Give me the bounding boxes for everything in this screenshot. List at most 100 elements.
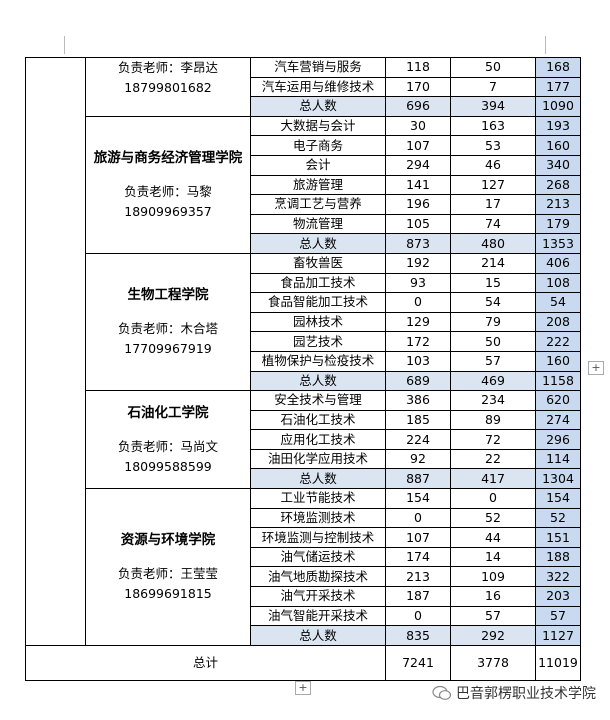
major-name: 安全技术与管理: [250, 390, 386, 411]
teacher: 负责老师：马尚文: [117, 438, 218, 454]
subtotal-label: 总人数: [250, 96, 386, 117]
count: 406: [535, 252, 581, 274]
count: 16: [450, 586, 536, 607]
count: 620: [535, 390, 581, 411]
count: 127: [450, 174, 536, 196]
subtotal-row: 总人数 835 292 1127: [26, 625, 581, 646]
blank-cell: [25, 57, 86, 646]
count: 213: [385, 566, 451, 588]
subtotal-count: 480: [450, 233, 536, 254]
count: 105: [385, 213, 451, 235]
count: 192: [385, 252, 451, 274]
subtotal-label: 总人数: [250, 370, 386, 392]
count: 72: [450, 429, 536, 450]
major-name: 物流管理: [250, 213, 386, 235]
count: 114: [535, 448, 581, 470]
major-row: 负责老师：李昂达 18799801682 汽车营销与服务 118 50 168: [25, 57, 581, 646]
count: 22: [450, 448, 536, 470]
count: 52: [535, 507, 581, 529]
subtotal-label: 总人数: [250, 468, 386, 490]
count: 193: [535, 115, 581, 137]
subtotal-count: 835: [385, 625, 451, 646]
subtotal-count: 696: [385, 96, 451, 117]
count: 208: [535, 311, 581, 333]
count: 93: [385, 272, 451, 294]
subtotal-count: 1127: [535, 625, 581, 646]
major-row: 植物保护与检疫技术 103 57 160: [26, 350, 581, 372]
count: 203: [535, 586, 581, 607]
major-row: 旅游管理 141 127 268: [26, 174, 581, 196]
count: 214: [450, 252, 536, 274]
major-name: 汽车运用与维修技术: [250, 76, 386, 98]
total-count: 3778: [450, 644, 536, 681]
teacher: 负责老师：王莹莹: [117, 565, 218, 581]
major-name: 食品加工技术: [250, 272, 386, 294]
college-name: 旅游与商务经济管理学院: [93, 149, 243, 166]
count: 172: [385, 331, 451, 352]
subtotal-row: 总人数 696 394 1090: [26, 96, 581, 117]
margin-mark: [545, 36, 546, 54]
count: 103: [385, 350, 451, 372]
count: 30: [385, 115, 451, 137]
count: 79: [450, 311, 536, 333]
major-name: 大数据与会计: [250, 115, 386, 137]
add-column-button[interactable]: +: [588, 361, 604, 375]
major-name: 旅游管理: [250, 174, 386, 196]
major-row: 石油化工技术 185 89 274: [26, 409, 581, 431]
count: 54: [450, 292, 536, 313]
count: 196: [385, 194, 451, 215]
major-name: 园艺技术: [250, 331, 386, 352]
count: 52: [450, 507, 536, 529]
subtotal-label: 总人数: [250, 233, 386, 254]
count: 177: [535, 76, 581, 98]
count: 187: [385, 586, 451, 607]
count: 89: [450, 409, 536, 431]
subtotal-row: 总人数 689 469 1158: [26, 370, 581, 392]
major-name: 食品智能加工技术: [250, 292, 386, 313]
count: 14: [450, 546, 536, 568]
count: 0: [385, 605, 451, 627]
count: 50: [450, 331, 536, 352]
major-row: 油田化学应用技术 92 22 114: [26, 448, 581, 470]
major-row: 生物工程学院 负责老师：木合塔 17709967919 畜牧兽医 192 214 406: [26, 252, 581, 392]
subtotal-count: 1090: [535, 96, 581, 117]
count: 44: [450, 527, 536, 548]
teacher: 负责老师：木合塔: [117, 321, 218, 337]
phone: 17709967919: [124, 341, 212, 357]
major-name: 油田化学应用技术: [250, 448, 386, 470]
college-cell: 负责老师：李昂达 18799801682: [85, 57, 251, 117]
count: 53: [450, 135, 536, 156]
total-count: 7241: [385, 644, 451, 681]
major-row: 烹调工艺与营养 196 17 213: [26, 194, 581, 215]
major-row: 汽车运用与维修技术 170 7 177: [26, 76, 581, 98]
teacher: 负责老师：李昂达: [117, 60, 218, 75]
major-name: 会计: [250, 154, 386, 176]
subtotal-row: 总人数 887 417 1304: [26, 468, 581, 490]
count: 92: [385, 448, 451, 470]
count: 7: [450, 76, 536, 98]
count: 154: [535, 488, 581, 509]
watermark: 巴音郭楞职业技术学院: [432, 683, 596, 703]
college-cell: 旅游与商务经济管理学院 负责老师：马黎 18909969357: [85, 115, 251, 254]
major-row: 环境监测与控制技术 107 44 151: [26, 527, 581, 548]
college-name: 资源与环境学院: [120, 531, 216, 548]
count: 0: [385, 507, 451, 529]
count: 163: [450, 115, 536, 137]
subtotal-count: 887: [385, 468, 451, 490]
watermark-text: 巴音郭楞职业技术学院: [456, 686, 596, 702]
major-row: 石油化工学院 负责老师：马尚文 18099588599 安全技术与管理 386 234 62…: [26, 390, 581, 490]
college-name: 生物工程学院: [127, 287, 209, 304]
add-row-button[interactable]: +: [295, 681, 311, 695]
count: 179: [535, 213, 581, 235]
major-row: 旅游与商务经济管理学院 负责老师：马黎 18909969357 大数据与会计 30 163…: [26, 115, 581, 254]
count: 296: [535, 429, 581, 450]
major-row: 食品加工技术 93 15 108: [26, 272, 581, 294]
count: 46: [450, 154, 536, 176]
count: 160: [535, 350, 581, 372]
total-count: 11019: [535, 644, 581, 681]
count: 107: [385, 135, 451, 156]
major-name: 植物保护与检疫技术: [250, 350, 386, 372]
count: 224: [385, 429, 451, 450]
count: 151: [535, 527, 581, 548]
